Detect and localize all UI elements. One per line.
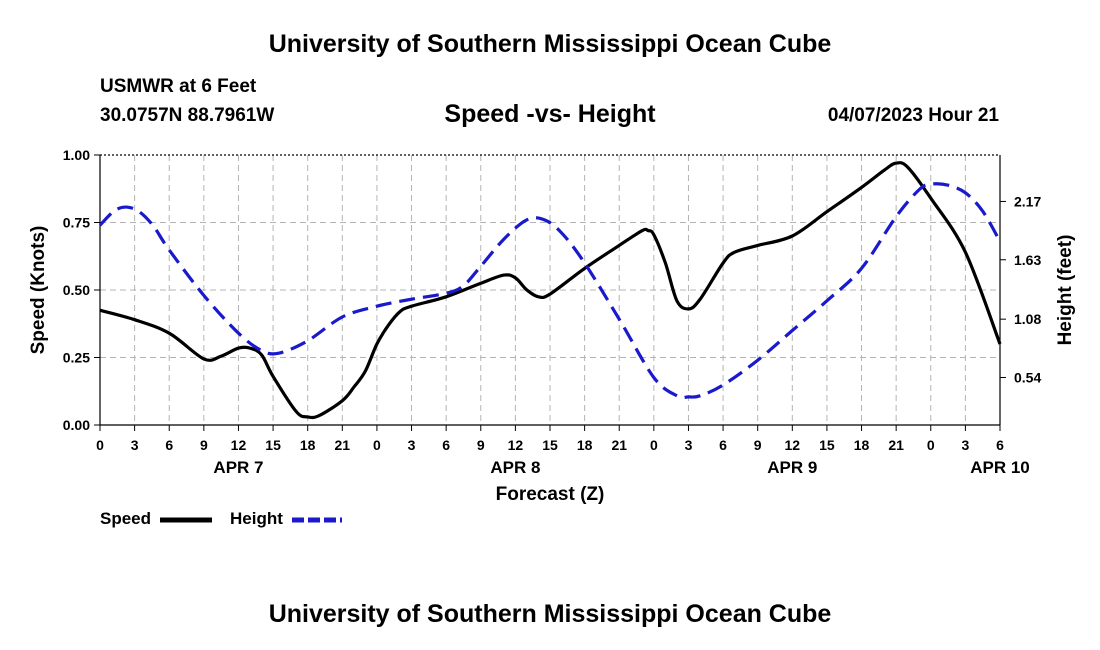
- forecast-datetime: 04/07/2023 Hour 21: [827, 105, 999, 126]
- y-tick-label: 0.75: [63, 215, 90, 231]
- legend-label-height: Height: [230, 509, 283, 528]
- y-tick-label: 0.50: [63, 282, 90, 298]
- x-tick-label: 0: [96, 437, 104, 453]
- station-label: USMWR at 6 Feet: [100, 76, 257, 97]
- chart-title: Speed -vs- Height: [444, 100, 656, 128]
- x-axis-title: Forecast (Z): [496, 484, 605, 505]
- x-day-label: APR 10: [970, 458, 1030, 477]
- page-title: University of Southern Mississippi Ocean…: [268, 30, 832, 58]
- y-tick-label: 0.00: [63, 417, 90, 433]
- x-tick-label: 3: [408, 437, 416, 453]
- y2-tick-label: 0.54: [1014, 369, 1041, 385]
- x-tick-label: 3: [131, 437, 139, 453]
- y-axis-title: Speed (Knots): [28, 226, 49, 355]
- page-title-bottom: University of Southern Mississippi Ocean…: [268, 600, 832, 628]
- legend-label-speed: Speed: [100, 509, 151, 528]
- x-tick-label: 3: [961, 437, 969, 453]
- x-tick-label: 0: [927, 437, 935, 453]
- x-tick-label: 9: [200, 437, 208, 453]
- station-coordinates: 30.0757N 88.7961W: [100, 105, 275, 126]
- x-day-label: APR 8: [490, 458, 540, 477]
- x-tick-label: 6: [442, 437, 450, 453]
- x-day-label: APR 7: [213, 458, 263, 477]
- x-tick-label: 6: [719, 437, 727, 453]
- y2-axis-title: Height (feet): [1055, 235, 1076, 346]
- x-tick-label: 21: [888, 437, 904, 453]
- x-day-label: APR 9: [767, 458, 817, 477]
- x-tick-label: 12: [231, 437, 247, 453]
- x-tick-label: 0: [373, 437, 381, 453]
- y-tick-label: 0.25: [63, 350, 90, 366]
- x-tick-label: 3: [685, 437, 693, 453]
- x-tick-label: 0: [650, 437, 658, 453]
- x-tick-label: 21: [335, 437, 351, 453]
- y2-tick-label: 1.63: [1014, 252, 1041, 268]
- y2-tick-label: 2.17: [1014, 193, 1041, 209]
- y2-tick-label: 1.08: [1014, 311, 1041, 327]
- x-tick-label: 12: [785, 437, 801, 453]
- x-tick-label: 18: [577, 437, 593, 453]
- series-line-speed: [99, 161, 1002, 420]
- x-tick-label: 6: [996, 437, 1004, 453]
- series-line-height: [98, 182, 1002, 400]
- x-tick-label: 18: [854, 437, 870, 453]
- x-tick-label: 9: [477, 437, 485, 453]
- x-tick-label: 18: [300, 437, 316, 453]
- x-tick-label: 15: [542, 437, 558, 453]
- x-tick-label: 9: [754, 437, 762, 453]
- x-tick-label: 21: [611, 437, 627, 453]
- x-tick-label: 15: [265, 437, 281, 453]
- y-tick-label: 1.00: [63, 147, 90, 163]
- x-tick-label: 6: [165, 437, 173, 453]
- x-tick-label: 15: [819, 437, 835, 453]
- x-tick-label: 12: [508, 437, 524, 453]
